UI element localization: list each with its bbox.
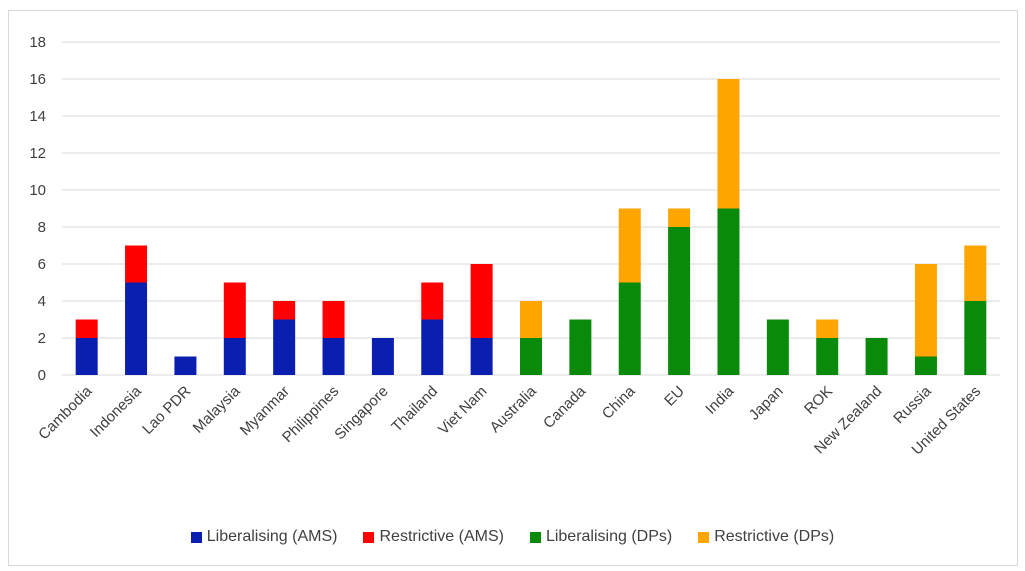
bar-segment bbox=[914, 356, 937, 375]
bar-segment bbox=[816, 338, 839, 375]
bar-segment bbox=[223, 338, 246, 375]
legend-label: Restrictive (DPs) bbox=[714, 528, 835, 545]
legend-swatch bbox=[529, 531, 541, 543]
bar-segment bbox=[322, 301, 345, 338]
bar-segment bbox=[964, 245, 987, 301]
y-tick-label: 14 bbox=[29, 108, 46, 125]
legend-item: Liberalising (DPs) bbox=[529, 528, 673, 546]
legend-item: Restrictive (DPs) bbox=[698, 528, 834, 546]
bar-segment bbox=[470, 338, 493, 375]
y-tick-label: 18 bbox=[29, 34, 46, 51]
bar-segment bbox=[470, 264, 493, 338]
bar-segment bbox=[865, 338, 888, 375]
bar-segment bbox=[125, 282, 148, 375]
x-tick-label: Malaysia bbox=[190, 382, 244, 436]
y-tick-label: 2 bbox=[38, 330, 46, 347]
bar-segment bbox=[273, 301, 296, 320]
legend-label: Restrictive (AMS) bbox=[379, 528, 504, 545]
bar-segment bbox=[964, 301, 987, 375]
y-tick-label: 4 bbox=[38, 293, 46, 310]
legend-item: Liberalising (AMS) bbox=[190, 528, 338, 546]
bar-segment bbox=[520, 301, 542, 338]
bar-segment bbox=[668, 208, 691, 227]
x-tick-label: Cambodia bbox=[35, 382, 96, 443]
bar-segment bbox=[421, 282, 444, 320]
bar-segment bbox=[618, 208, 641, 283]
x-tick-label: Singapore bbox=[331, 383, 391, 443]
bar-segment bbox=[223, 282, 246, 338]
y-tick-label: 6 bbox=[38, 256, 46, 273]
x-tick-label: Thailand bbox=[388, 383, 441, 436]
x-tick-label: Japan bbox=[746, 383, 787, 424]
bar-segment bbox=[421, 319, 444, 375]
y-tick-label: 8 bbox=[38, 219, 46, 236]
y-tick-label: 12 bbox=[29, 145, 46, 162]
x-tick-label: Canada bbox=[540, 382, 590, 432]
bar-segment bbox=[914, 264, 937, 357]
x-tick-label: China bbox=[599, 382, 639, 422]
bar-segment bbox=[125, 245, 148, 283]
x-tick-label: EU bbox=[661, 383, 688, 410]
bar-segment bbox=[75, 319, 98, 338]
bar-segment bbox=[322, 338, 345, 375]
bar-segment bbox=[618, 282, 641, 375]
legend-label: Liberalising (AMS) bbox=[206, 528, 338, 545]
bar-segment bbox=[273, 319, 296, 375]
x-tick-label: Russia bbox=[890, 382, 935, 427]
legend-label: Liberalising (DPs) bbox=[545, 528, 673, 545]
x-tick-label: Australia bbox=[487, 382, 541, 436]
bar-segment bbox=[668, 227, 691, 375]
bar-segment bbox=[520, 338, 542, 375]
y-tick-label: 0 bbox=[38, 367, 46, 384]
y-tick-label: 16 bbox=[29, 71, 46, 88]
x-tick-label: Indonesia bbox=[87, 382, 145, 440]
legend-swatch bbox=[363, 531, 375, 543]
bar-segment bbox=[371, 338, 394, 375]
bar-segment bbox=[766, 319, 789, 375]
legend-swatch bbox=[698, 531, 710, 543]
bar-segment bbox=[816, 319, 839, 338]
legend-item: Restrictive (AMS) bbox=[363, 528, 504, 546]
legend-swatch bbox=[190, 531, 202, 543]
legend: Liberalising (AMS) Restrictive (AMS) Liber… bbox=[0, 528, 1025, 546]
x-tick-label: Viet Nam bbox=[435, 383, 490, 438]
y-tick-label: 10 bbox=[29, 182, 46, 199]
bar-segment bbox=[174, 356, 197, 375]
bar-segment bbox=[717, 79, 740, 209]
bar-segment bbox=[569, 319, 592, 375]
bar-segment bbox=[75, 338, 98, 375]
x-tick-label: Lao PDR bbox=[139, 383, 194, 438]
x-tick-label: ROK bbox=[801, 383, 836, 418]
x-tick-label: India bbox=[702, 382, 737, 417]
bar-segment bbox=[717, 208, 740, 375]
chart-area bbox=[8, 10, 1018, 566]
